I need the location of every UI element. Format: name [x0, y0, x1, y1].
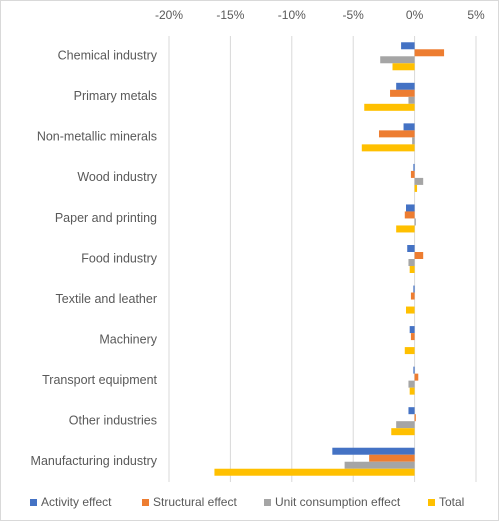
bar [412, 137, 415, 145]
legend-label: Total [439, 495, 464, 509]
x-tick-label: -20% [155, 8, 183, 22]
bar [413, 366, 415, 374]
y-tick-label: Non-metallic minerals [37, 130, 157, 144]
bar [409, 266, 415, 273]
y-tick-label: Transport equipment [42, 373, 157, 387]
y-tick-label: Machinery [99, 332, 157, 346]
x-tick-label: -10% [278, 8, 306, 22]
x-tick-label: 5% [467, 8, 485, 22]
bar [413, 285, 415, 293]
legend-swatch [30, 499, 37, 506]
bar [361, 144, 415, 152]
bar [378, 130, 415, 138]
bar [401, 42, 415, 50]
bar [392, 63, 415, 71]
y-tick-label: Wood industry [77, 170, 157, 184]
legend-label: Unit consumption effect [275, 495, 401, 509]
bar [344, 461, 415, 469]
bar [414, 49, 445, 57]
y-tick-label: Primary metals [74, 89, 157, 103]
bar [403, 123, 415, 131]
bar [214, 468, 415, 476]
bar [410, 170, 415, 178]
bar [408, 380, 415, 388]
bar [391, 428, 415, 436]
bar [396, 421, 415, 429]
bar [332, 447, 415, 455]
x-tick-label: 0% [406, 8, 424, 22]
bar [414, 177, 424, 185]
legend-label: Structural effect [153, 495, 237, 509]
y-tick-label: Paper and printing [55, 211, 157, 225]
bar [407, 245, 415, 252]
y-tick-label: Chemical industry [58, 49, 158, 63]
bar [404, 211, 415, 219]
bar [408, 407, 415, 415]
x-tick-label: -15% [216, 8, 244, 22]
bar [396, 225, 415, 233]
bar [406, 306, 415, 314]
legend-swatch [142, 499, 149, 506]
bar [408, 259, 415, 266]
y-tick-label: Food industry [81, 251, 157, 265]
bar [414, 414, 416, 422]
bar [413, 163, 415, 171]
bar [414, 252, 424, 259]
bar [410, 292, 415, 300]
legend-swatch [264, 499, 271, 506]
bar [409, 326, 415, 334]
bar [409, 387, 415, 395]
y-tick-label: Textile and leather [56, 292, 157, 306]
bar [408, 96, 415, 104]
bar [414, 373, 419, 381]
y-tick-label: Manufacturing industry [31, 454, 158, 468]
bar [410, 333, 415, 341]
bar [406, 204, 415, 212]
y-tick-label: Other industries [69, 413, 157, 427]
bar [414, 218, 416, 226]
bar [404, 347, 415, 355]
bar [364, 103, 415, 111]
bar [396, 82, 415, 90]
legend-swatch [428, 499, 435, 506]
bar [369, 454, 415, 462]
bar [390, 89, 415, 97]
bar [380, 56, 415, 64]
bar [414, 184, 418, 192]
legend-label: Activity effect [41, 495, 112, 509]
x-tick-label: -5% [343, 8, 365, 22]
